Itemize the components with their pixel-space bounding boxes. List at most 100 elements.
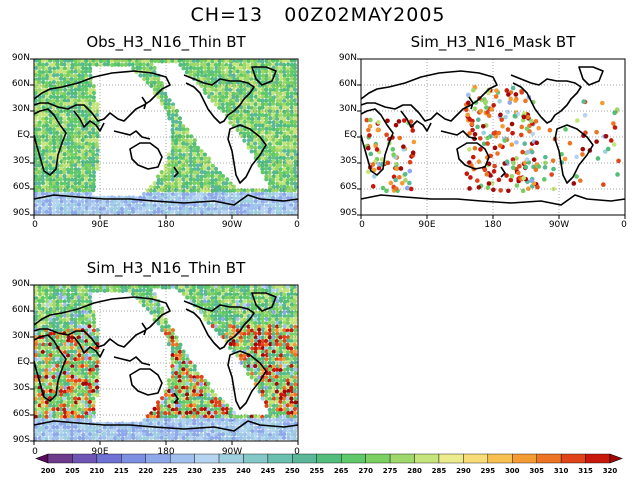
obs-point xyxy=(293,320,298,325)
obs-point xyxy=(55,181,60,186)
obs-point xyxy=(221,310,226,315)
obs-point xyxy=(142,436,147,441)
obs-point xyxy=(138,299,143,304)
obs-point xyxy=(213,73,219,78)
obs-point xyxy=(47,90,53,96)
obs-point xyxy=(282,138,287,143)
obs-point xyxy=(145,421,150,427)
obs-point xyxy=(279,392,284,397)
obs-point xyxy=(210,167,215,172)
obs-point xyxy=(55,59,60,64)
obs-point xyxy=(109,428,114,433)
obs-point xyxy=(227,292,233,297)
lon-tick: 180 xyxy=(484,220,502,230)
obs-point xyxy=(181,367,186,372)
obs-point xyxy=(238,70,244,75)
obs-point xyxy=(181,203,186,208)
obs-point xyxy=(282,123,287,128)
obs-point xyxy=(407,159,413,165)
obs-point xyxy=(73,192,78,197)
obs-point xyxy=(163,396,168,402)
obs-point xyxy=(44,185,49,190)
obs-point xyxy=(69,58,74,63)
obs-point xyxy=(181,375,186,380)
obs-point xyxy=(177,288,182,293)
obs-point xyxy=(260,202,265,207)
obs-point xyxy=(170,331,175,337)
obs-point xyxy=(614,107,620,112)
obs-point xyxy=(83,59,89,64)
obs-point xyxy=(267,181,272,186)
obs-point xyxy=(40,410,46,415)
obs-point xyxy=(235,69,241,74)
obs-point xyxy=(196,184,201,190)
obs-point xyxy=(33,210,39,215)
obs-point xyxy=(274,191,279,197)
obs-point xyxy=(203,414,208,419)
obs-point xyxy=(210,288,215,293)
obs-point xyxy=(112,203,118,208)
obs-point xyxy=(206,381,211,386)
obs-point xyxy=(69,159,75,164)
obs-point xyxy=(188,396,193,401)
obs-point xyxy=(506,92,511,97)
panel-title-mask: Sim_H3_N16_Mask BT xyxy=(410,33,576,51)
obs-point xyxy=(62,195,67,201)
obs-point xyxy=(178,364,183,369)
obs-point xyxy=(279,184,284,189)
obs-point xyxy=(163,328,168,333)
obs-point xyxy=(192,167,197,172)
obs-point xyxy=(282,345,287,350)
obs-point xyxy=(199,396,204,401)
obs-point xyxy=(62,396,67,401)
obs-point xyxy=(170,385,175,390)
obs-point xyxy=(224,98,229,103)
obs-point xyxy=(45,58,50,63)
obs-point xyxy=(159,203,164,208)
obs-point xyxy=(44,152,49,157)
obs-point xyxy=(33,206,38,211)
obs-point xyxy=(170,381,176,386)
obs-point xyxy=(40,403,45,408)
obs-point xyxy=(141,58,146,64)
obs-point xyxy=(253,432,258,437)
colorbar-label: 305 xyxy=(529,467,544,475)
obs-point xyxy=(250,428,255,434)
obs-point xyxy=(156,432,161,437)
obs-point xyxy=(51,210,57,215)
obs-point xyxy=(267,403,273,408)
obs-point xyxy=(274,328,279,333)
obs-point xyxy=(281,116,287,121)
obs-point xyxy=(232,66,237,71)
obs-point xyxy=(192,72,197,78)
obs-point xyxy=(275,210,280,215)
obs-point xyxy=(84,396,89,401)
obs-point xyxy=(278,411,283,416)
obs-point xyxy=(253,94,259,99)
obs-point xyxy=(253,138,258,143)
obs-point xyxy=(267,141,273,147)
obs-point xyxy=(289,152,294,157)
obs-point xyxy=(536,164,542,169)
obs-point xyxy=(206,288,211,293)
obs-point xyxy=(174,210,179,215)
obs-point xyxy=(278,126,284,132)
obs-point xyxy=(94,206,99,211)
obs-point xyxy=(238,428,244,433)
obs-point xyxy=(177,400,183,405)
obs-point xyxy=(224,181,229,186)
obs-point xyxy=(192,202,197,208)
obs-point xyxy=(37,106,42,111)
obs-point xyxy=(235,203,240,208)
obs-point xyxy=(91,414,97,419)
obs-point xyxy=(292,378,297,384)
obs-point xyxy=(145,62,151,67)
obs-point xyxy=(48,432,53,437)
obs-point xyxy=(95,367,100,372)
obs-point xyxy=(127,62,132,67)
obs-point xyxy=(80,392,86,397)
obs-point xyxy=(271,360,276,366)
obs-point xyxy=(292,385,298,391)
obs-point xyxy=(278,342,283,347)
obs-point xyxy=(196,421,201,426)
